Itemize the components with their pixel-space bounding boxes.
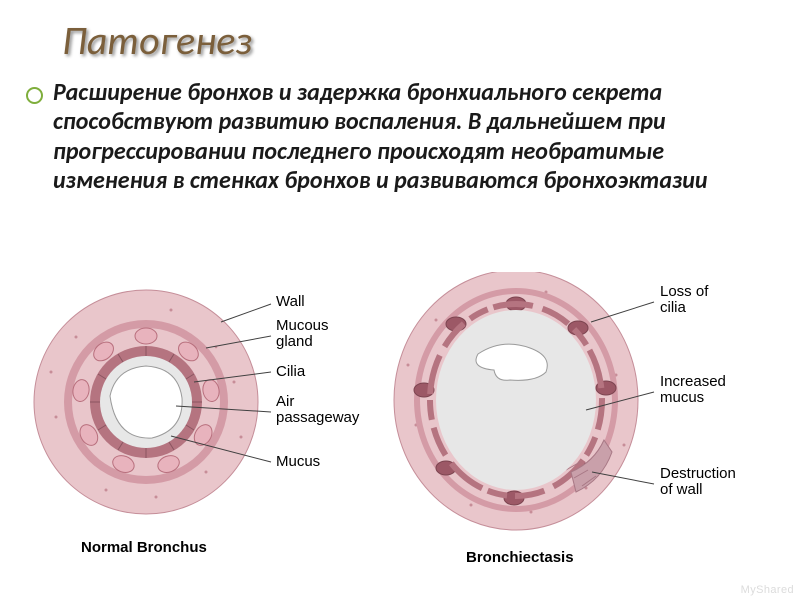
caption-ectasis: Bronchiectasis bbox=[466, 549, 574, 566]
label-mucous-gland: Mucousgland bbox=[276, 317, 329, 350]
body-text: Расширение бронхов и задержка бронхиальн… bbox=[53, 78, 778, 195]
normal-bronchus-diagram bbox=[34, 290, 258, 514]
label-air: Airpassageway bbox=[276, 393, 360, 426]
bronchiectasis-diagram bbox=[394, 272, 638, 530]
figure: Wall Mucousgland Cilia Airpassageway Muc… bbox=[26, 272, 776, 582]
slide-title: Патогенез bbox=[62, 16, 252, 65]
bullet-marker bbox=[26, 87, 43, 104]
label-cilia: Cilia bbox=[276, 363, 306, 380]
label-destruction: Destructionof wall bbox=[660, 465, 736, 498]
bullet-item: Расширение бронхов и задержка бронхиальн… bbox=[26, 78, 778, 195]
label-wall: Wall bbox=[276, 293, 305, 310]
caption-normal: Normal Bronchus bbox=[81, 539, 207, 556]
label-mucus: Mucus bbox=[276, 453, 320, 470]
label-increased-mucus: Increasedmucus bbox=[660, 373, 726, 406]
label-loss-cilia: Loss ofcilia bbox=[660, 283, 709, 316]
watermark: MyShared bbox=[741, 584, 794, 596]
